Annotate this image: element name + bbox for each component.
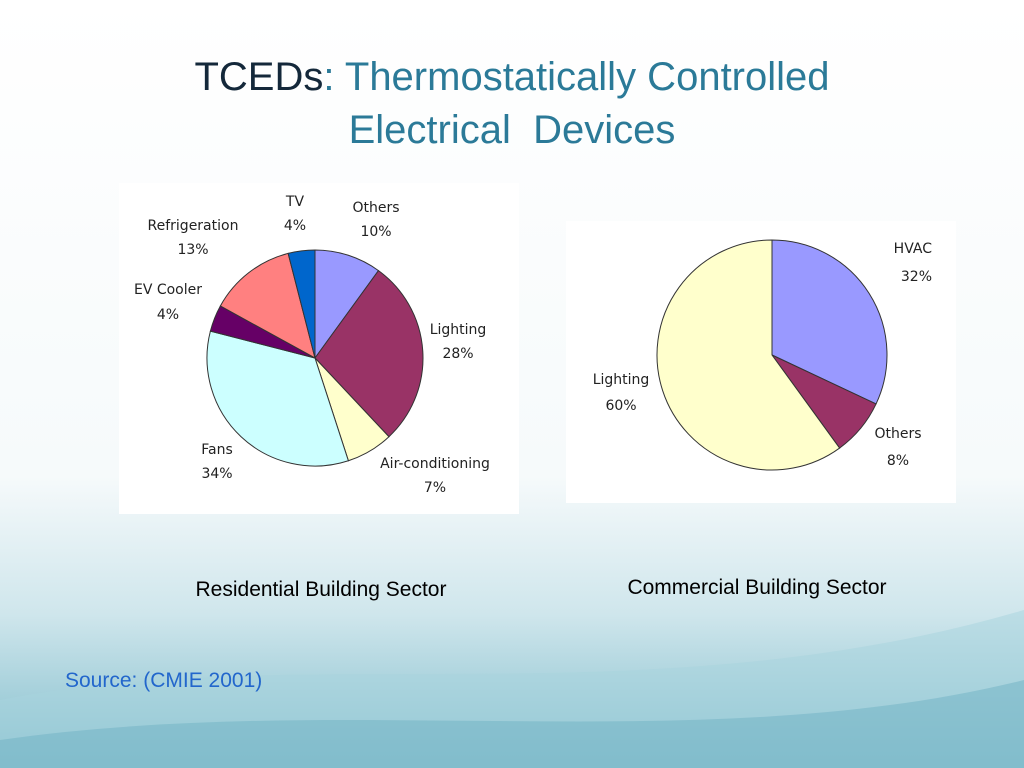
slice-value: 4%	[284, 218, 306, 234]
slide-title: TCEDs: Thermostatically Controlled	[194, 55, 829, 99]
wave	[0, 680, 1024, 768]
chart-caption: Residential Building Sector	[196, 578, 447, 601]
pie-slice	[656, 239, 841, 471]
chart-caption: Commercial Building Sector	[627, 576, 886, 599]
slice-value: 4%	[157, 307, 179, 323]
slice-name: Fans	[201, 442, 233, 458]
slice-name: Others	[352, 200, 399, 216]
slice-value: 13%	[177, 242, 208, 258]
slice-name: Others	[874, 426, 921, 442]
slice-value: 60%	[605, 398, 636, 414]
slice-name: Air-conditioning	[380, 456, 490, 472]
pie-slice	[206, 330, 350, 467]
title-part: : Thermostatically Controlled	[323, 55, 829, 99]
source: Source: (CMIE 2001)	[65, 669, 262, 692]
slice-name: TV	[285, 194, 305, 210]
slice-value: 32%	[901, 269, 932, 285]
slice-value: 7%	[424, 480, 446, 496]
slice-name: EV Cooler	[134, 282, 202, 298]
pie-slice	[771, 239, 888, 405]
title-line: Electrical Devices	[349, 108, 676, 152]
pie-slice	[219, 252, 316, 359]
pie-slice	[287, 249, 316, 359]
slice-value: 28%	[442, 346, 473, 362]
slice-name: Refrigeration	[148, 218, 239, 234]
slice-value: 10%	[360, 224, 391, 240]
slice-name: Lighting	[430, 322, 487, 338]
slice-name: HVAC	[894, 241, 933, 257]
slice-name: Lighting	[593, 372, 650, 388]
title-part: TCEDs	[194, 55, 323, 99]
slice-value: 34%	[201, 466, 232, 482]
slice-value: 8%	[887, 453, 909, 469]
pie-slice	[314, 269, 424, 438]
